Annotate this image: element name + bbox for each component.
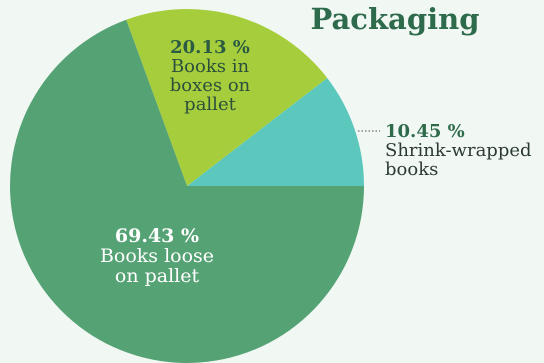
slice-value-loose: 69.43 % bbox=[114, 225, 200, 247]
pie-slice-loose bbox=[10, 19, 364, 363]
pie-slice-shrink-wrapped bbox=[187, 77, 364, 186]
slice-label-loose: 69.43 % Books loose on pallet bbox=[82, 225, 232, 288]
slice-name-boxes-line-1: Books in bbox=[170, 56, 250, 78]
pie-slice-boxes bbox=[126, 9, 328, 186]
slice-value-boxes: 20.13 % bbox=[170, 37, 250, 58]
slice-value-shrink-wrapped: 10.45 % bbox=[385, 121, 465, 142]
slice-name-shrink-wrapped-line-1: Shrink-wrapped bbox=[385, 140, 532, 162]
slice-label-shrink-wrapped: 10.45 % Shrink-wrapped books bbox=[385, 122, 544, 179]
chart-title: Packaging bbox=[310, 2, 480, 36]
slice-name-boxes-line-3: pallet bbox=[184, 94, 236, 116]
slice-name-loose-line-1: Books loose bbox=[99, 245, 215, 268]
slice-name-loose-line-2: on pallet bbox=[114, 265, 200, 288]
slice-label-boxes: 20.13 % Books in boxes on pallet bbox=[145, 38, 275, 114]
slice-name-boxes-line-2: boxes on bbox=[169, 75, 251, 97]
slice-name-shrink-wrapped-line-2: books bbox=[385, 159, 439, 181]
